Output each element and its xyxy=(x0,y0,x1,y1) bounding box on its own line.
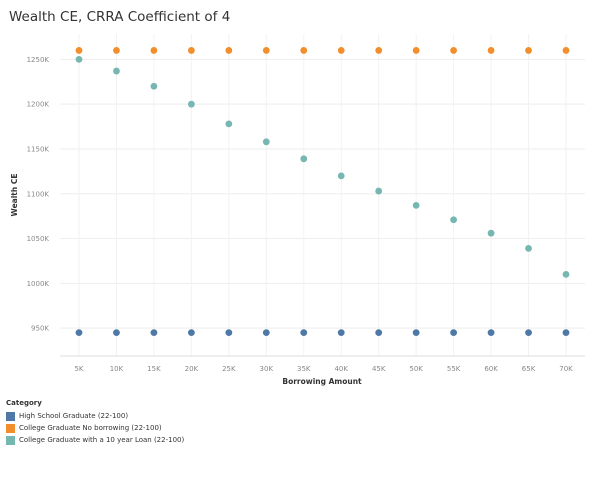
data-point[interactable] xyxy=(262,329,270,337)
x-tick-label: 55K xyxy=(447,365,461,373)
data-point[interactable] xyxy=(562,47,570,54)
data-point[interactable] xyxy=(150,329,158,337)
data-point[interactable] xyxy=(337,329,345,337)
grid xyxy=(60,34,585,357)
data-point[interactable] xyxy=(187,100,195,108)
data-point[interactable] xyxy=(450,216,458,224)
series-1 xyxy=(75,329,570,337)
y-axis-label: Wealth CE xyxy=(10,174,19,217)
data-point[interactable] xyxy=(75,47,83,54)
series-3 xyxy=(75,55,570,278)
y-tick-label: 1000K xyxy=(27,280,50,288)
legend-label: College Graduate with a 10 year Loan (22… xyxy=(19,436,185,444)
data-point[interactable] xyxy=(225,329,233,337)
y-tick-label: 1150K xyxy=(27,145,50,153)
chart-title: Wealth CE, CRRA Coefficient of 4 xyxy=(9,9,231,25)
data-points xyxy=(75,47,570,337)
data-point[interactable] xyxy=(337,47,345,54)
data-point[interactable] xyxy=(262,138,270,146)
x-tick-label: 50K xyxy=(409,365,423,373)
data-point[interactable] xyxy=(300,47,308,54)
legend-label: College Graduate No borrowing (22-100) xyxy=(19,424,162,432)
data-point[interactable] xyxy=(562,270,570,278)
y-axis-ticks: 950K 1000K 1050K 1100K 1150K 1200K 1250K xyxy=(27,56,50,333)
data-point[interactable] xyxy=(525,245,532,252)
data-point[interactable] xyxy=(150,47,158,54)
legend-title: Category xyxy=(6,399,42,407)
data-point[interactable] xyxy=(113,329,120,337)
data-point[interactable] xyxy=(375,47,383,54)
x-tick-label: 40K xyxy=(334,365,348,373)
data-point[interactable] xyxy=(187,47,195,54)
data-point[interactable] xyxy=(300,329,308,337)
legend-swatch xyxy=(6,411,15,421)
data-point[interactable] xyxy=(487,47,495,54)
series-2 xyxy=(75,47,570,54)
x-tick-label: 35K xyxy=(297,365,311,373)
legend-item[interactable]: College Graduate No borrowing (22-100) xyxy=(6,422,184,434)
data-point[interactable] xyxy=(562,329,570,337)
y-tick-label: 1250K xyxy=(27,56,50,64)
data-point[interactable] xyxy=(412,47,420,54)
legend-swatch xyxy=(6,435,15,445)
x-tick-label: 70K xyxy=(559,365,573,373)
data-point[interactable] xyxy=(487,329,495,337)
x-tick-label: 20K xyxy=(185,365,199,373)
y-tick-label: 1100K xyxy=(27,190,50,198)
data-point[interactable] xyxy=(225,47,233,54)
data-point[interactable] xyxy=(337,172,345,180)
data-point[interactable] xyxy=(525,47,532,54)
data-point[interactable] xyxy=(412,329,420,337)
data-point[interactable] xyxy=(225,120,233,128)
y-tick-label: 1050K xyxy=(27,235,50,243)
data-point[interactable] xyxy=(75,329,83,337)
data-point[interactable] xyxy=(487,229,495,237)
legend-item[interactable]: College Graduate with a 10 year Loan (22… xyxy=(6,434,184,446)
data-point[interactable] xyxy=(300,155,308,163)
data-point[interactable] xyxy=(375,329,383,337)
data-point[interactable] xyxy=(150,82,158,90)
x-tick-label: 10K xyxy=(110,365,124,373)
x-tick-label: 65K xyxy=(522,365,536,373)
data-point[interactable] xyxy=(75,55,83,63)
data-point[interactable] xyxy=(113,67,120,75)
legend-swatch xyxy=(6,423,15,433)
y-tick-label: 1200K xyxy=(27,101,50,109)
x-axis-label: Borrowing Amount xyxy=(282,377,362,386)
legend-item[interactable]: High School Graduate (22-100) xyxy=(6,410,184,422)
data-point[interactable] xyxy=(450,329,458,337)
data-point[interactable] xyxy=(412,202,420,209)
x-axis-ticks: 5K 10K 15K 20K 25K 30K 35K 40K 45K 50K 55K 60K 65K 70… xyxy=(74,365,573,373)
x-tick-label: 45K xyxy=(372,365,386,373)
data-point[interactable] xyxy=(262,47,270,54)
x-tick-label: 25K xyxy=(222,365,236,373)
data-point[interactable] xyxy=(450,47,458,54)
y-tick-label: 950K xyxy=(31,325,49,333)
x-tick-label: 5K xyxy=(74,365,83,373)
data-point[interactable] xyxy=(187,329,195,337)
data-point[interactable] xyxy=(375,187,383,195)
legend: Category High School Graduate (22-100) Co… xyxy=(6,399,184,446)
data-point[interactable] xyxy=(113,47,120,54)
x-tick-label: 30K xyxy=(260,365,274,373)
data-point[interactable] xyxy=(525,329,532,337)
x-tick-label: 60K xyxy=(484,365,498,373)
x-tick-label: 15K xyxy=(147,365,161,373)
legend-label: High School Graduate (22-100) xyxy=(19,412,129,420)
